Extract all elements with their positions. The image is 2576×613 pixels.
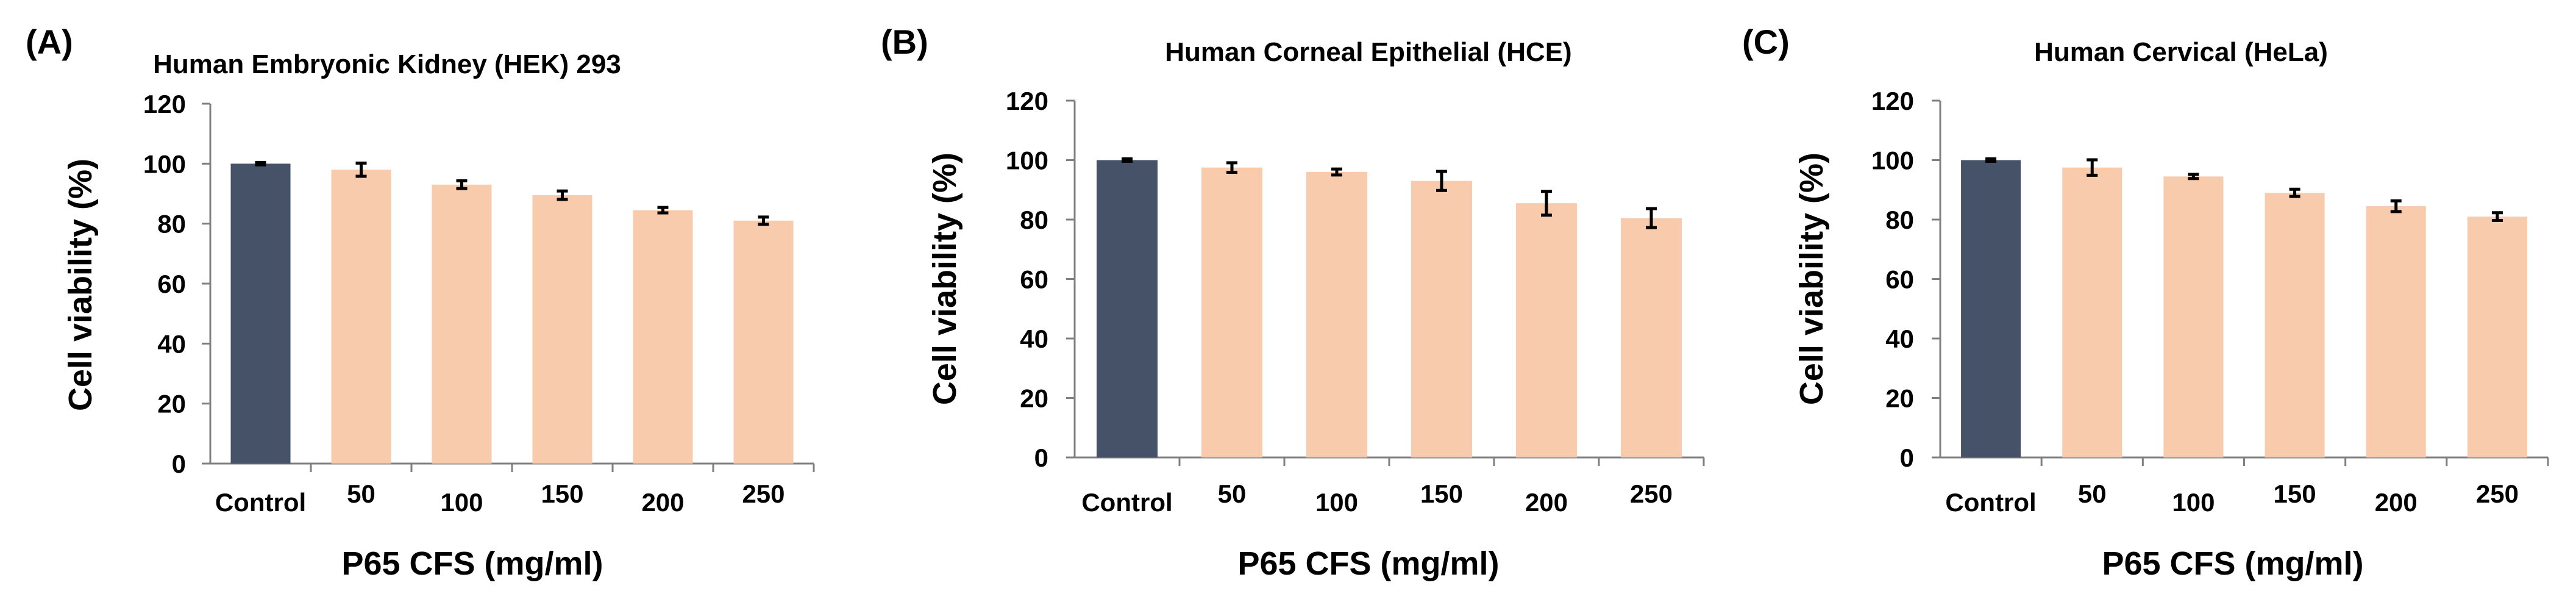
x-tick-label: 250 (1630, 479, 1673, 508)
x-tick-label: 150 (1420, 479, 1463, 508)
error-bar (1331, 167, 1342, 177)
x-tick-label: 250 (2476, 479, 2519, 508)
bar-control (1097, 160, 1158, 457)
bar-100 (432, 184, 492, 464)
y-tick-label: 120 (1006, 87, 1048, 115)
y-tick-label: 40 (157, 329, 186, 358)
y-tick-label: 0 (1900, 443, 1914, 472)
y-tick-label: 100 (143, 149, 186, 178)
x-tick-label: Control (1081, 488, 1172, 517)
error-bar (1541, 190, 1552, 217)
bar-200 (1516, 203, 1577, 457)
x-tick-label: 250 (742, 479, 785, 508)
x-axis-label: P65 CFS (mg/ml) (341, 545, 603, 582)
bar-100 (2163, 176, 2224, 457)
bar-100 (1306, 172, 1367, 457)
error-bar (2491, 211, 2503, 222)
x-tick-label: 50 (2078, 479, 2107, 508)
bar-50 (331, 170, 391, 464)
bar-250 (2467, 217, 2527, 457)
x-tick-label: 100 (440, 488, 483, 517)
chart-panel-2: (B) Human Corneal Epithelial (HCE) 0 20 40 60… (881, 23, 1705, 582)
bar-control (1961, 160, 2021, 457)
bar-250 (1621, 218, 1682, 457)
bar-200 (633, 210, 693, 464)
x-tick-label: 200 (2375, 488, 2418, 517)
y-tick-label: 20 (157, 390, 186, 418)
error-bar (1985, 157, 1997, 163)
y-axis-label: Cell viability (%) (1793, 152, 1830, 405)
y-tick-label: 120 (1871, 87, 1914, 115)
panel-label: (A) (26, 23, 73, 61)
bar-50 (2062, 167, 2122, 457)
x-axis-label: P65 CFS (mg/ml) (1237, 545, 1499, 582)
x-tick-label: 200 (641, 488, 684, 517)
x-tick-label: 200 (1525, 488, 1568, 517)
error-bar (1436, 170, 1447, 192)
chart-title: Human Embryonic Kidney (HEK) 293 (153, 49, 621, 79)
error-bar (657, 206, 669, 215)
y-tick-label: 40 (1885, 324, 1914, 353)
bar-150 (2265, 193, 2325, 457)
y-tick-label: 60 (1020, 265, 1048, 294)
bar-50 (1201, 167, 1262, 457)
x-tick-label: 100 (1315, 488, 1358, 517)
x-tick-label: 150 (2274, 479, 2316, 508)
error-bar (1226, 161, 1237, 174)
error-bar (2390, 199, 2402, 213)
y-tick-label: 20 (1020, 384, 1048, 413)
error-bar (1122, 157, 1133, 163)
panel-label: (C) (1742, 23, 1790, 61)
error-bar (2087, 158, 2098, 177)
chart-panel-1: (A) Human Embryonic Kidney (HEK) 293 0 20 40… (26, 23, 815, 582)
y-tick-label: 80 (1020, 206, 1048, 234)
x-tick-label: Control (1945, 488, 2036, 517)
error-bar (255, 160, 266, 167)
error-bar (355, 161, 367, 178)
x-tick-label: Control (215, 488, 306, 517)
bar-150 (532, 195, 592, 464)
error-bar (557, 189, 568, 201)
y-tick-label: 120 (143, 90, 186, 118)
y-axis-label: Cell viability (%) (927, 152, 963, 405)
bar-150 (1411, 181, 1472, 457)
y-tick-label: 60 (157, 270, 186, 298)
y-tick-label: 60 (1885, 265, 1914, 294)
y-tick-label: 40 (1020, 324, 1048, 353)
bar-250 (733, 220, 794, 464)
chart-panel-3: (C) Human Cervical (HeLa) 0 20 40 60 80 100 120 C… (1742, 23, 2549, 582)
y-tick-label: 80 (1885, 206, 1914, 234)
panel-label: (B) (881, 23, 928, 61)
error-bar (2289, 187, 2300, 198)
y-tick-label: 80 (157, 210, 186, 238)
x-tick-label: 100 (2172, 488, 2215, 517)
y-axis-label: Cell viability (%) (62, 159, 99, 411)
y-tick-label: 100 (1006, 146, 1048, 175)
y-tick-label: 0 (172, 450, 186, 478)
x-tick-label: 50 (347, 479, 375, 508)
y-tick-label: 20 (1885, 384, 1914, 413)
error-bar (1646, 207, 1657, 229)
x-axis-label: P65 CFS (mg/ml) (2102, 545, 2363, 582)
x-tick-label: 150 (541, 479, 583, 508)
chart-title: Human Cervical (HeLa) (2034, 37, 2328, 67)
bar-200 (2366, 206, 2426, 457)
error-bar (2188, 173, 2199, 181)
y-tick-label: 0 (1034, 443, 1048, 472)
bar-control (230, 163, 291, 464)
x-tick-label: 50 (1218, 479, 1247, 508)
chart-title: Human Corneal Epithelial (HCE) (1165, 37, 1571, 67)
error-bar (456, 179, 468, 190)
error-bar (758, 215, 769, 226)
y-tick-label: 100 (1871, 146, 1914, 175)
